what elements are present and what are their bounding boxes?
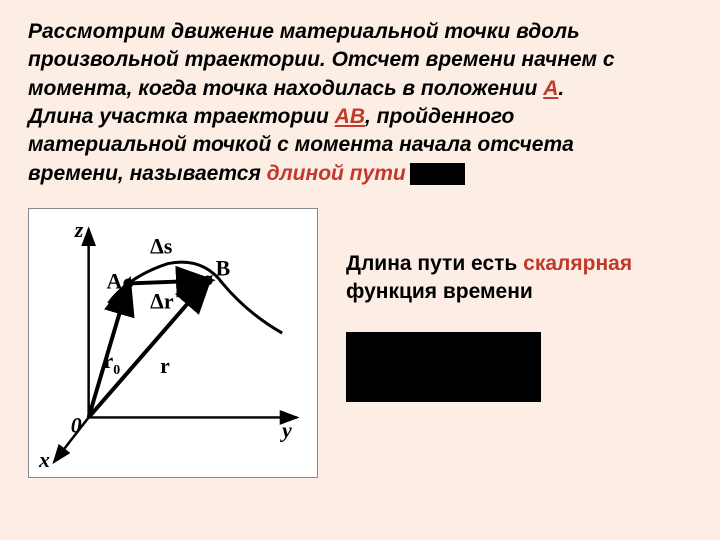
lbl-r: r — [160, 354, 170, 378]
p-line5: материальной точкой с момента начала отс… — [28, 133, 574, 156]
rt-hl: скалярная — [523, 252, 632, 275]
p-line3b: . — [558, 77, 564, 100]
lbl-A: A — [106, 269, 122, 293]
diagram: z y x 0 A B Δs Δr r0 r — [28, 208, 318, 478]
lbl-ds: Δs — [150, 235, 172, 259]
p-line4a: Длина участка траектории — [28, 105, 335, 128]
lbl-z: z — [74, 218, 84, 242]
content-row: z y x 0 A B Δs Δr r0 r Длина пути есть с… — [28, 200, 692, 478]
right-column: Длина пути есть скалярная функция времен… — [346, 200, 692, 402]
p-line4-hl: АВ — [335, 105, 365, 128]
lbl-O: 0 — [71, 413, 82, 437]
p-line1: Рассмотрим движение материальной точки в… — [28, 20, 580, 43]
p-line6-hl: длиной пути — [267, 162, 406, 185]
lbl-x: x — [38, 448, 50, 472]
p-line3a: момента, когда точка находилась в положе… — [28, 77, 543, 100]
lbl-r0: r0 — [104, 349, 121, 378]
p-line4b: , пройденного — [365, 105, 514, 128]
p-line2: произвольной траектории. Отсчет времени … — [28, 48, 615, 71]
rt-2: функция времени — [346, 280, 533, 303]
lbl-y: y — [279, 418, 292, 442]
lbl-B: B — [216, 257, 231, 281]
p-line3-hl: А — [543, 77, 558, 100]
redacted-block — [346, 332, 541, 402]
redacted-inline — [410, 163, 465, 185]
main-paragraph: Рассмотрим движение материальной точки в… — [28, 18, 692, 188]
lbl-dr: Δr — [150, 289, 174, 313]
right-text: Длина пути есть скалярная функция времен… — [346, 250, 692, 307]
p-line6a: времени, называется — [28, 162, 267, 185]
rt-1: Длина пути есть — [346, 252, 523, 275]
